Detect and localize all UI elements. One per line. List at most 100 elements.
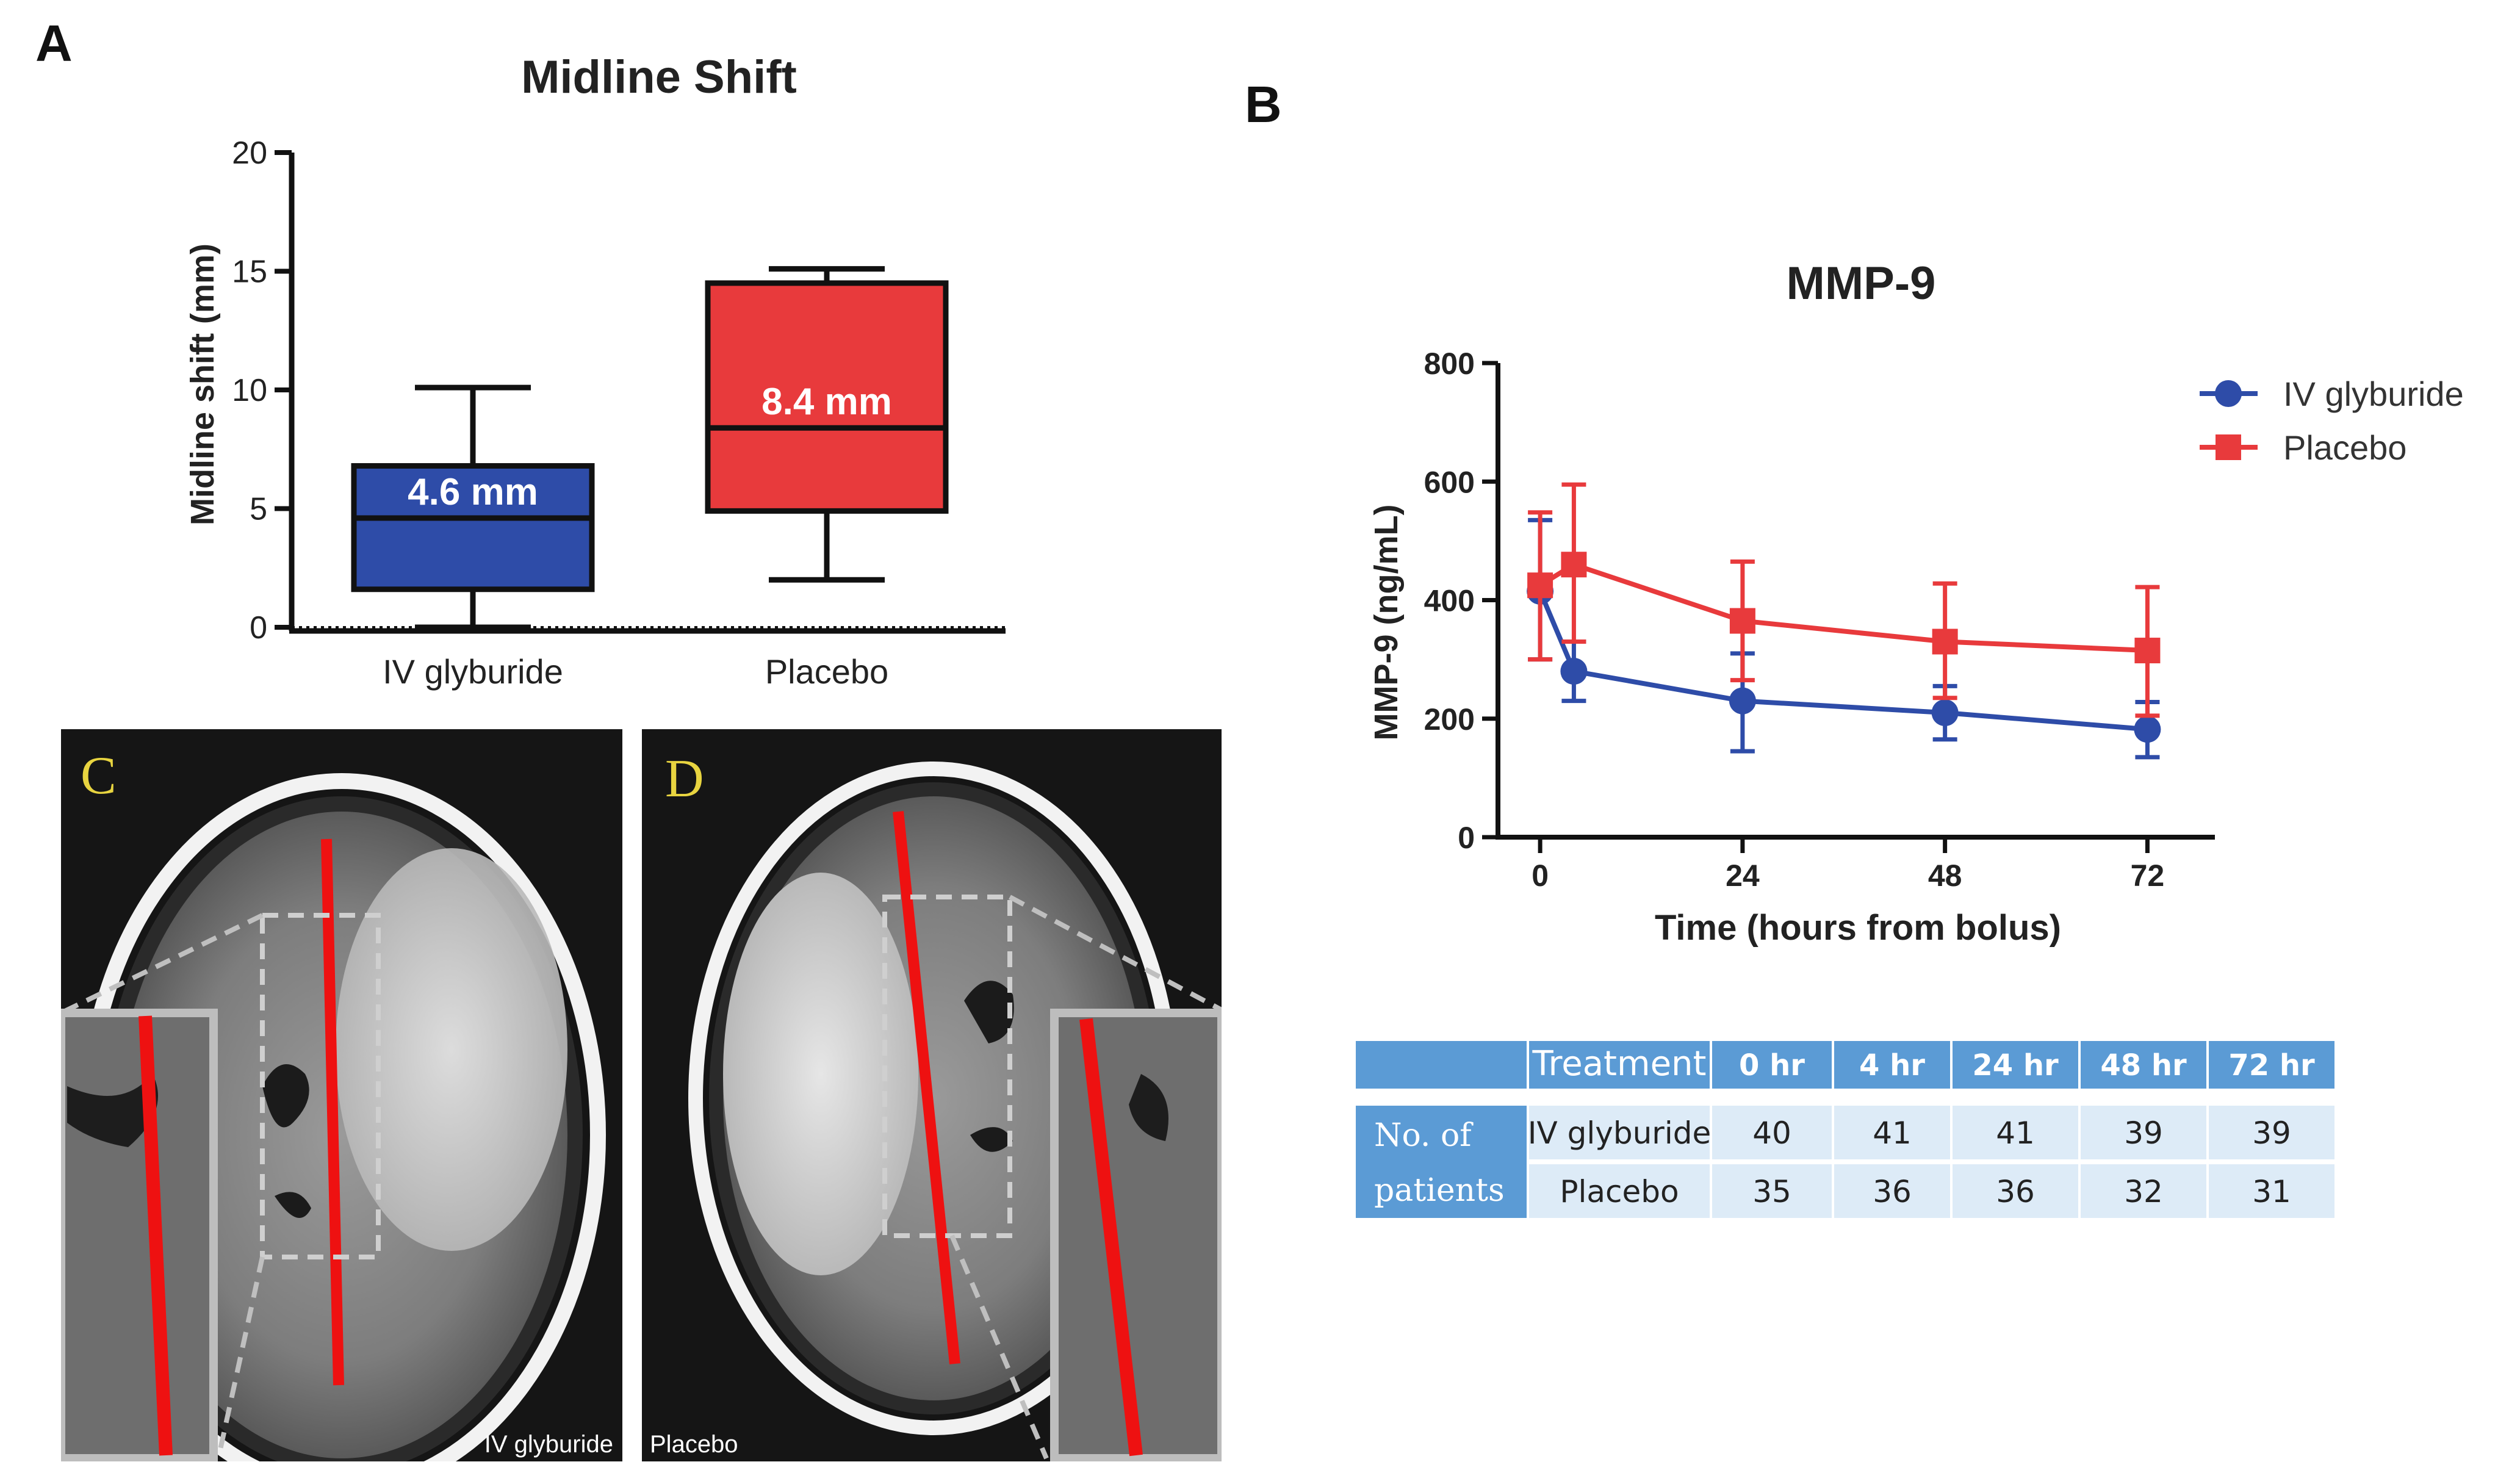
table-cell-value: IV glyburide <box>1528 1115 1711 1151</box>
table-cell-value: 41 <box>1996 1115 2035 1151</box>
panel-label-d: D <box>665 749 704 809</box>
data-point <box>1932 629 1958 655</box>
table-cell-value: 31 <box>2252 1174 2291 1209</box>
midline-shift-boxplot: Midline Shift Midline shift (mm) 0 5 10 15 2… <box>184 51 1006 691</box>
panel-label-a: A <box>35 15 73 72</box>
table-cell <box>1953 1106 2078 1159</box>
table-header-label: Treatment <box>1532 1044 1707 1084</box>
data-point <box>1729 608 1755 634</box>
boxplot-y-tick-label: 0 <box>250 610 267 646</box>
table-header-label: 24 hr <box>1972 1048 2059 1082</box>
line-chart-series <box>1527 482 2161 760</box>
table-header-cell <box>1712 1041 1832 1089</box>
table-cell-value: 35 <box>1752 1174 1791 1209</box>
data-point <box>1527 572 1553 599</box>
table-cell <box>2081 1164 2206 1218</box>
line-chart-x-tick-label: 72 <box>2131 859 2165 893</box>
table-row-group-cell <box>1356 1106 1527 1218</box>
mri-d-caption: Placebo <box>650 1431 738 1458</box>
panel-label-b: B <box>1245 76 1282 133</box>
line-chart-y-tick-label: 800 <box>1424 347 1475 381</box>
box-iv-glyburide: 4.6 mm IV glyburide <box>351 384 595 691</box>
box-body <box>705 280 949 514</box>
boxplot-y-axis-label: Midline shift (mm) <box>184 243 221 525</box>
box-median-label: 4.6 mm <box>408 471 538 513</box>
line-chart-y-axis-label: MMP-9 (ng/mL) <box>1368 505 1405 741</box>
mri-c-caption: IV glyburide <box>484 1431 613 1458</box>
line-chart-y-tick-label: 0 <box>1458 821 1475 855</box>
table-cell-value: 40 <box>1752 1115 1791 1151</box>
table-cell <box>1529 1106 1710 1159</box>
table-cell <box>1834 1164 1950 1218</box>
boxplot-y-tick-label: 10 <box>232 373 267 408</box>
data-point <box>2134 638 2161 664</box>
table-header-label: 4 hr <box>1859 1048 1925 1082</box>
legend-label: Placebo <box>2283 428 2406 467</box>
table-cell-value: 41 <box>1873 1115 1912 1151</box>
table-header-cell <box>1953 1041 2078 1089</box>
table-cell <box>2209 1164 2334 1218</box>
table-header-cell <box>2081 1041 2206 1089</box>
boxplot-axes: 0 5 10 15 20 <box>232 135 1006 646</box>
table-header-label: 0 hr <box>1739 1048 1805 1082</box>
line-chart-y-tick-label: 400 <box>1424 584 1475 618</box>
table-cell <box>1953 1164 2078 1218</box>
mri-panel-d: D Placebo <box>642 729 1222 1461</box>
table-cell <box>2081 1106 2206 1159</box>
table-cell-value: 32 <box>2124 1174 2163 1209</box>
boxplot-boxes: 4.6 mm IV glyburide 8.4 mm Placebo <box>351 266 949 691</box>
box-placebo: 8.4 mm Placebo <box>705 266 949 691</box>
line-chart-axes: 0 200 400 600 800 0 24 48 72 <box>1424 347 2215 893</box>
boxplot-y-tick-label: 15 <box>232 254 267 290</box>
box-median-label: 8.4 mm <box>761 381 892 423</box>
data-point <box>1560 658 1588 685</box>
table-cell-value: 36 <box>1873 1174 1912 1209</box>
panel-label-c: C <box>81 746 117 805</box>
table-cell <box>1834 1106 1950 1159</box>
mmp9-line-chart: MMP-9 MMP-9 (ng/mL) Time (hours from bol… <box>1368 258 2464 948</box>
data-point <box>1729 687 1756 715</box>
table-cell-value: 39 <box>2252 1115 2291 1151</box>
table-cell <box>1529 1164 1710 1218</box>
line-chart-x-tick-label: 24 <box>1726 859 1760 893</box>
legend-marker <box>2215 380 2242 407</box>
table-cell <box>1712 1106 1832 1159</box>
line-chart-y-tick-label: 200 <box>1424 702 1475 737</box>
series-iv-glyburide <box>1527 517 2161 760</box>
line-chart-x-axis-label: Time (hours from bolus) <box>1655 908 2061 948</box>
table-header-cell <box>1834 1041 1950 1089</box>
table-cell <box>1712 1164 1832 1218</box>
table-row-group-label: No. of <box>1374 1117 1474 1154</box>
table-cell <box>2209 1106 2334 1159</box>
table-row-group-label: patients <box>1374 1172 1505 1209</box>
table-header-cell <box>1356 1041 1527 1089</box>
data-point <box>2134 716 2161 743</box>
data-point <box>1561 552 1587 578</box>
line-chart-x-tick-label: 0 <box>1532 859 1549 893</box>
patient-count-table: Treatment 0 hr 4 hr 24 hr 48 hr 72 hr No. of pa… <box>1356 1041 2334 1218</box>
line-chart-title: MMP-9 <box>1787 258 1936 309</box>
table-cell-value: Placebo <box>1560 1174 1679 1209</box>
line-chart-x-tick-label: 48 <box>1928 859 1962 893</box>
boxplot-category-label: IV glyburide <box>383 652 563 691</box>
table-header-cell <box>2209 1041 2334 1089</box>
line-chart-y-tick-label: 600 <box>1424 465 1475 499</box>
mri-panel-c: C IV glyburide <box>61 729 622 1461</box>
table-header-label: 48 hr <box>2100 1048 2187 1082</box>
boxplot-title: Midline Shift <box>521 51 797 103</box>
series-placebo <box>1527 482 2161 718</box>
legend-marker <box>2216 434 2241 460</box>
table-cell-value: 39 <box>2124 1115 2163 1151</box>
series-line <box>1539 561 2148 654</box>
boxplot-y-tick-label: 20 <box>232 135 267 171</box>
series-line <box>1538 590 2148 732</box>
line-chart-legend: IV glyburide Placebo <box>2200 375 2464 467</box>
boxplot-category-label: Placebo <box>765 652 888 691</box>
table-header-label: 72 hr <box>2228 1048 2315 1082</box>
boxplot-y-tick-label: 5 <box>250 492 267 527</box>
table-cell-value: 36 <box>1996 1174 2035 1209</box>
table-header-cell <box>1529 1041 1710 1089</box>
box-body <box>351 463 595 593</box>
data-point <box>1931 699 1959 727</box>
